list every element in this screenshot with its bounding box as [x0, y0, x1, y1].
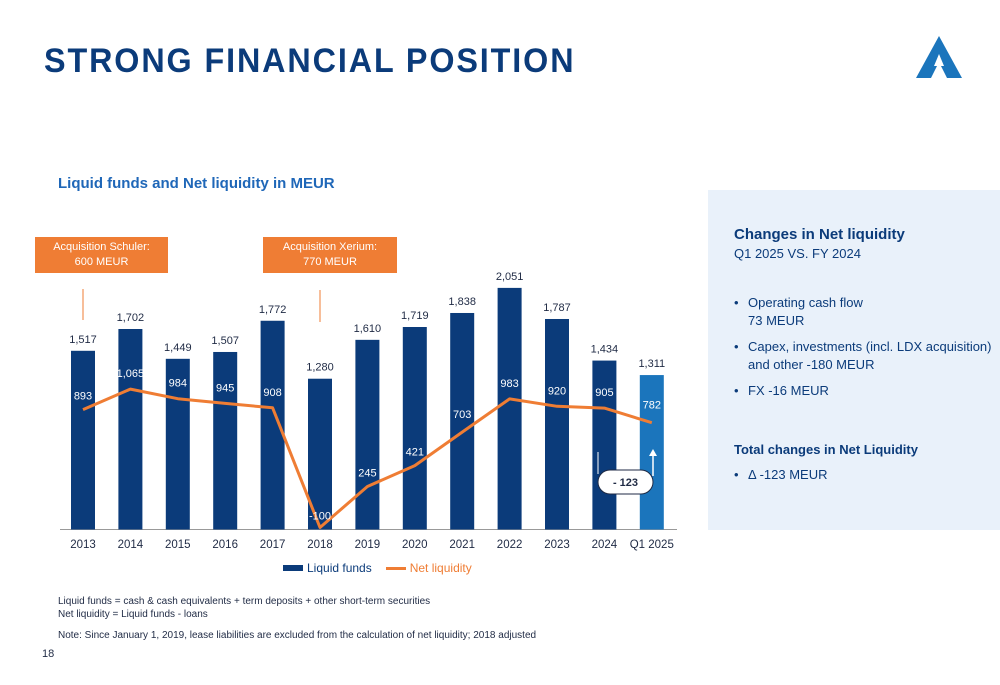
net-liquidity-changes-panel: Changes in Net liquidity Q1 2025 VS. FY …	[708, 190, 1000, 530]
x-tick-label: 2020	[402, 539, 428, 551]
line-value-label: 905	[595, 387, 613, 399]
x-tick-label: 2015	[165, 539, 191, 551]
callout-line: 770 MEUR	[303, 256, 357, 268]
x-tick-label: 2023	[544, 539, 570, 551]
bar-value-label: 1,517	[69, 334, 97, 346]
bar-value-label: 1,838	[448, 296, 476, 308]
legend-label-liquid-funds: Liquid funds	[307, 561, 372, 575]
panel-total-heading: Total changes in Net Liquidity	[734, 442, 918, 457]
legend-item-net-liquidity: Net liquidity	[385, 561, 472, 575]
changes-list: Operating cash flow 73 MEUR Capex, inves…	[734, 294, 996, 408]
line-value-label: 945	[216, 382, 234, 394]
legend-label-net-liquidity: Net liquidity	[409, 561, 472, 575]
footnote-net-liquidity-definition: Net liquidity = Liquid funds - loans	[58, 609, 208, 620]
line-value-label: 893	[74, 391, 92, 403]
line-value-label: 920	[548, 385, 566, 397]
line-value-label: 703	[453, 409, 471, 421]
bar-value-label: 1,702	[117, 312, 145, 324]
x-tick-label: 2021	[449, 539, 475, 551]
line-value-label: 421	[406, 447, 424, 459]
line-value-label: -100	[309, 511, 331, 523]
footnote-note: Note: Since January 1, 2019, lease liabi…	[58, 630, 537, 641]
line-value-label: 983	[500, 378, 518, 390]
panel-subheading: Q1 2025 VS. FY 2024	[734, 246, 861, 261]
x-tick-label: 2018	[307, 539, 333, 551]
bar-2020	[402, 327, 427, 530]
line-value-label: 1,065	[117, 368, 145, 380]
total-changes-list: Δ -123 MEUR	[734, 466, 996, 492]
chart-legend: Liquid funds Net liquidity	[283, 561, 472, 575]
legend-item-liquid-funds: Liquid funds	[283, 561, 372, 575]
chart-title: Liquid funds and Net liquidity in MEUR	[58, 175, 335, 192]
bar-2023	[545, 318, 569, 530]
bar-value-label: 1,434	[591, 344, 619, 356]
list-item: Δ -123 MEUR	[734, 466, 996, 484]
list-item: Capex, investments (incl. LDX acquisitio…	[734, 338, 996, 374]
line-value-label: 908	[263, 387, 281, 399]
x-tick-label: 2022	[497, 539, 523, 551]
list-item-line: Δ -123 MEUR	[748, 467, 828, 482]
x-tick-label: Q1 2025	[630, 539, 674, 551]
x-tick-label: 2019	[355, 539, 381, 551]
bar-value-label: 1,610	[354, 323, 382, 335]
callout-acquisition-xerium: Acquisition Xerium: 770 MEUR	[263, 237, 397, 273]
liquidity-chart: 1,517 2013 1,702 2014 1,449 2015 1,507 2016 1,77…	[60, 271, 677, 551]
list-item-line: Capex, investments (incl. LDX acquisitio…	[748, 339, 992, 354]
callout-acquisition-schuler: Acquisition Schuler: 600 MEUR	[35, 237, 168, 273]
page-number: 18	[42, 648, 55, 660]
line-value-label: 984	[169, 378, 187, 390]
bar-value-label: 1,772	[259, 304, 287, 316]
list-item: Operating cash flow 73 MEUR	[734, 294, 996, 330]
list-item-line: Operating cash flow	[748, 295, 863, 310]
callout-line: Acquisition Schuler:	[53, 241, 150, 253]
bar-2015	[165, 358, 190, 530]
list-item-line: FX -16 MEUR	[748, 383, 829, 398]
page-title: STRONG FINANCIAL POSITION	[44, 42, 576, 80]
bar-2024	[592, 360, 617, 530]
bar-value-label: 1,719	[401, 310, 429, 322]
x-tick-label: 2014	[118, 539, 144, 551]
legend-swatch-bar	[283, 565, 303, 571]
net-liquidity-line	[82, 387, 653, 529]
bar-value-label: 1,507	[211, 335, 239, 347]
company-logo-icon	[916, 36, 962, 78]
panel-heading: Changes in Net liquidity	[734, 226, 905, 243]
change-arrow-head-icon	[649, 449, 657, 456]
list-item: FX -16 MEUR	[734, 382, 996, 400]
change-badge	[597, 469, 654, 495]
callout-line: Acquisition Xerium:	[282, 241, 378, 253]
x-tick-label: 2016	[212, 539, 238, 551]
change-badge-label: - 123	[613, 477, 638, 489]
footnotes: Liquid funds = cash & cash equivalents +…	[58, 595, 536, 642]
callout-line: 600 MEUR	[74, 256, 129, 268]
x-tick-label: 2024	[592, 539, 618, 551]
bar-2016	[213, 351, 238, 530]
bar-value-label: 1,280	[306, 362, 334, 374]
x-tick-label: 2013	[70, 539, 96, 551]
bar-2022	[497, 287, 522, 530]
legend-swatch-line	[385, 566, 406, 570]
footnote-liquid-funds-definition: Liquid funds = cash & cash equivalents +…	[58, 596, 431, 607]
x-tick-label: 2017	[260, 539, 286, 551]
bar-value-label: 1,449	[164, 342, 192, 354]
bar-value-label: 1,311	[638, 358, 665, 370]
bar-2014	[118, 329, 143, 530]
bar-value-label: 2,051	[496, 271, 524, 283]
bar-2019	[355, 339, 380, 530]
line-value-label: 245	[358, 468, 376, 480]
list-item-line: and other -180 MEUR	[748, 357, 875, 372]
list-item-line: 73 MEUR	[748, 313, 805, 328]
line-value-label: 782	[643, 400, 661, 412]
bar-value-label: 1,787	[543, 302, 571, 314]
bar-2013	[71, 350, 95, 530]
bar-2021	[450, 312, 475, 530]
